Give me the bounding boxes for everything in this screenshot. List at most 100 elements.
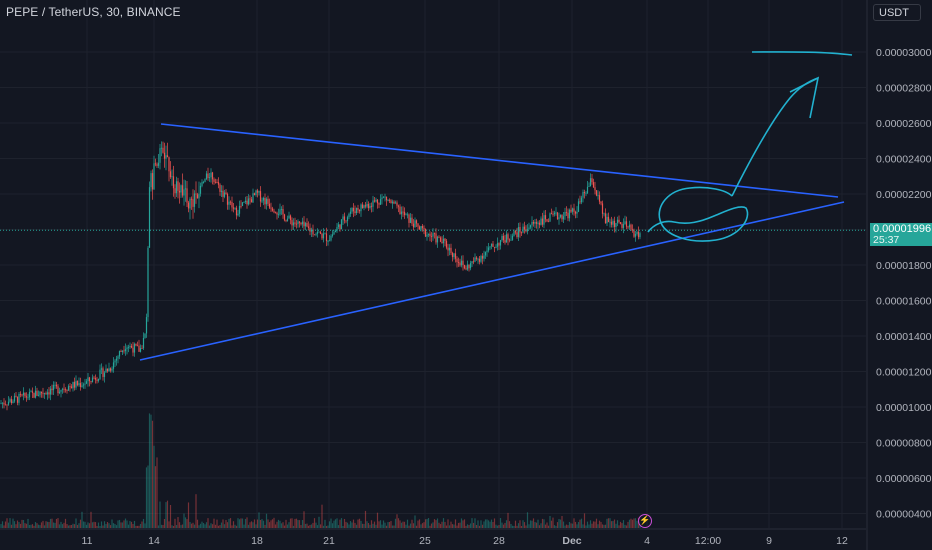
candle-body xyxy=(270,207,272,209)
candle-body xyxy=(16,396,19,403)
candle-body xyxy=(369,205,371,208)
volume-bar xyxy=(33,525,35,528)
volume-bar xyxy=(483,521,485,528)
volume-bar xyxy=(253,519,256,528)
candle-body xyxy=(312,229,314,235)
candle-body xyxy=(348,213,350,218)
volume-bar xyxy=(511,525,514,528)
candle-body xyxy=(486,250,488,253)
volume-bar xyxy=(229,518,232,528)
volume-bar xyxy=(589,520,592,528)
candle-body xyxy=(420,225,422,230)
volume-bar xyxy=(516,525,518,528)
candle-body xyxy=(315,233,317,235)
volume-bar xyxy=(448,525,451,528)
candle-body xyxy=(303,221,305,227)
currency-button[interactable]: USDT xyxy=(873,4,921,21)
lower-trendline[interactable] xyxy=(139,201,845,361)
candle-body xyxy=(427,233,430,235)
candle-body xyxy=(42,393,44,395)
upper-trendline[interactable] xyxy=(160,123,839,198)
candle-body xyxy=(216,182,218,183)
arrow-head-drawing[interactable] xyxy=(789,76,820,119)
candle-body xyxy=(501,236,503,241)
volume-bar xyxy=(54,522,56,528)
volume-bar xyxy=(288,522,290,528)
candle-body xyxy=(213,179,215,182)
y-tick-label: 0.00002800 xyxy=(876,83,932,95)
volume-bar xyxy=(162,525,164,528)
volume-bar xyxy=(232,521,235,528)
candle-body xyxy=(531,222,533,226)
volume-bar xyxy=(547,525,550,528)
candle-body xyxy=(429,233,431,237)
volume-bar xyxy=(562,521,565,528)
volume-bar xyxy=(118,519,121,528)
apex-circle-drawing[interactable] xyxy=(647,186,749,242)
volume-bar xyxy=(352,519,355,528)
candle-body xyxy=(97,378,100,381)
price-axis[interactable]: 0.00003000 0.00002800 0.00002600 0.00002400… xyxy=(866,0,932,550)
candle-body xyxy=(40,391,43,394)
volume-bar xyxy=(315,522,317,528)
volume-bar xyxy=(240,518,242,528)
candle-body xyxy=(300,222,302,225)
candle-body xyxy=(403,211,406,216)
volume-bar xyxy=(27,518,29,528)
candle-body xyxy=(0,403,2,405)
upward-arrow-drawing[interactable] xyxy=(731,77,819,197)
candle-body xyxy=(496,243,499,247)
candle-body xyxy=(157,162,160,166)
candle-body xyxy=(172,176,175,189)
candle-body xyxy=(601,203,604,214)
volume-bar xyxy=(505,520,508,528)
candle-body xyxy=(262,197,265,201)
candle-body xyxy=(175,181,178,194)
candle-body xyxy=(4,404,7,406)
candle-body xyxy=(397,205,400,207)
candle-body xyxy=(555,212,557,214)
volume-bar xyxy=(274,524,277,528)
candle-body xyxy=(561,214,563,220)
candle-body xyxy=(132,347,134,353)
candle-body xyxy=(628,224,631,228)
flash-icon[interactable]: ⚡ xyxy=(638,514,652,528)
volume-bar xyxy=(594,521,596,528)
volume-bar xyxy=(318,516,320,528)
drawing-layer[interactable] xyxy=(139,51,853,361)
volume-bar xyxy=(138,525,140,528)
volume-bar xyxy=(304,523,307,528)
candle-body xyxy=(153,163,155,190)
volume-bar xyxy=(10,524,13,528)
volume-bar xyxy=(481,524,484,528)
volume-bar xyxy=(117,520,119,528)
volume-bar xyxy=(145,467,148,528)
candle-body xyxy=(180,185,182,193)
candle-body xyxy=(67,386,70,391)
y-tick-label: 0.00002600 xyxy=(876,118,932,130)
candle-body xyxy=(171,176,173,178)
volume-bar xyxy=(489,521,491,528)
volume-bar xyxy=(423,522,425,528)
candle-body xyxy=(609,221,611,223)
y-tick-label: 0.00000600 xyxy=(876,473,932,485)
candle-body xyxy=(145,317,148,334)
candle-body xyxy=(88,377,91,382)
candle-body xyxy=(121,350,124,353)
volume-bar xyxy=(285,519,287,528)
candle-body xyxy=(490,243,493,247)
candle-body xyxy=(364,205,367,207)
volume-bar xyxy=(99,525,101,528)
candle-body xyxy=(552,213,554,215)
volume-bar xyxy=(52,522,55,528)
volume-bar xyxy=(343,518,346,528)
candle-body xyxy=(538,222,541,225)
candle-body xyxy=(120,351,122,353)
candle-body xyxy=(337,224,340,227)
volume-bar xyxy=(234,524,236,528)
volume-bar xyxy=(195,494,197,528)
time-axis[interactable]: 11 14 18 21 25 28 Dec 4 12:00 9 12 xyxy=(0,528,866,547)
target-line-drawing[interactable] xyxy=(751,51,853,56)
volume-bar xyxy=(381,524,383,528)
